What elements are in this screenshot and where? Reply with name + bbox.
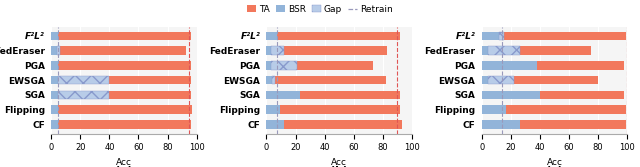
Bar: [51, 91, 191, 99]
Bar: [482, 46, 591, 55]
Bar: [266, 32, 400, 40]
Bar: [266, 91, 400, 99]
Bar: [51, 46, 57, 55]
Bar: [482, 32, 626, 40]
Bar: [488, 76, 514, 85]
Text: (a): (a): [115, 166, 133, 167]
Bar: [51, 32, 58, 40]
Bar: [482, 105, 626, 114]
Bar: [51, 120, 58, 129]
Bar: [58, 91, 109, 99]
Bar: [482, 76, 488, 85]
Bar: [266, 105, 400, 114]
Bar: [482, 61, 537, 70]
Bar: [51, 91, 58, 99]
Bar: [482, 46, 488, 55]
Legend: TA, BSR, Gap, Retrain: TA, BSR, Gap, Retrain: [244, 1, 396, 17]
Text: (b): (b): [330, 166, 348, 167]
Bar: [482, 120, 626, 129]
Bar: [266, 46, 271, 55]
Bar: [51, 61, 191, 70]
Bar: [266, 120, 402, 129]
Bar: [488, 46, 520, 55]
Bar: [51, 46, 186, 55]
Bar: [482, 91, 540, 99]
Bar: [266, 120, 284, 129]
X-axis label: Acc: Acc: [116, 158, 132, 167]
Bar: [58, 76, 109, 85]
Bar: [266, 61, 372, 70]
Bar: [51, 76, 191, 85]
Bar: [51, 61, 58, 70]
Bar: [482, 76, 598, 85]
Bar: [51, 105, 58, 114]
Bar: [51, 32, 191, 40]
Bar: [266, 105, 280, 114]
Bar: [51, 76, 58, 85]
Bar: [266, 76, 386, 85]
Bar: [51, 105, 192, 114]
Bar: [266, 61, 271, 70]
Bar: [51, 120, 191, 129]
X-axis label: Acc: Acc: [332, 158, 348, 167]
X-axis label: Acc: Acc: [547, 158, 563, 167]
Bar: [482, 32, 499, 40]
Bar: [266, 91, 300, 99]
Bar: [482, 91, 624, 99]
Text: (c): (c): [546, 166, 563, 167]
Bar: [272, 76, 275, 85]
Bar: [266, 32, 276, 40]
Bar: [482, 105, 506, 114]
Bar: [57, 46, 60, 55]
Bar: [482, 120, 520, 129]
Bar: [271, 46, 284, 55]
Bar: [266, 76, 272, 85]
Bar: [499, 32, 504, 40]
Bar: [266, 46, 387, 55]
Bar: [482, 61, 624, 70]
Bar: [271, 61, 297, 70]
